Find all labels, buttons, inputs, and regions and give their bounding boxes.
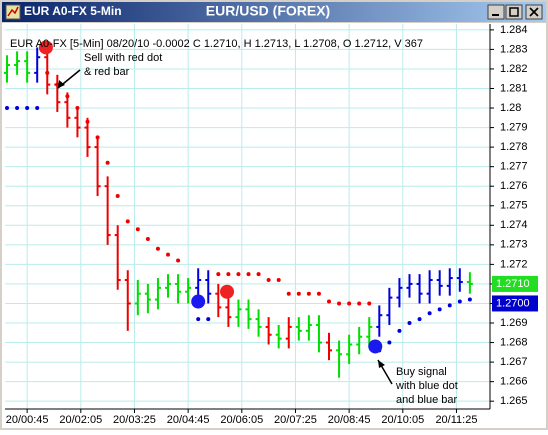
y-tick-label: 1.272: [500, 258, 528, 270]
stop-dot: [256, 272, 261, 277]
stop-dot: [196, 317, 201, 322]
annotation: Sell with red dot: [84, 52, 162, 64]
y-tick-label: 1.267: [500, 356, 528, 368]
window-buttons: [487, 4, 543, 20]
stop-dot: [296, 291, 301, 296]
y-tick-label: 1.274: [500, 219, 528, 231]
stop-dot: [467, 297, 472, 302]
y-tick-label: 1.284: [500, 24, 528, 36]
stop-dot: [246, 272, 251, 277]
stop-dot: [236, 272, 241, 277]
y-tick-label: 1.278: [500, 141, 528, 153]
signal-dot: [220, 284, 235, 299]
stop-dot: [85, 119, 90, 124]
stop-dot: [417, 317, 422, 322]
title-bar: [2, 2, 546, 22]
stop-dot: [447, 303, 452, 308]
signal-dot: [191, 294, 206, 309]
stop-dot: [75, 106, 80, 111]
stop-dot: [427, 311, 432, 316]
stop-dot: [45, 70, 50, 75]
stop-dot: [155, 246, 160, 251]
signal-dot: [368, 339, 383, 354]
y-tick-label: 1.283: [500, 43, 528, 55]
stop-dot: [35, 106, 40, 111]
y-tick-label: 1.276: [500, 180, 528, 192]
annotation: & red bar: [84, 66, 130, 78]
x-tick-label: 20/00:45: [6, 414, 49, 426]
stop-dot: [95, 135, 100, 140]
x-tick-label: 20/04:45: [167, 414, 210, 426]
stop-dot: [226, 272, 231, 277]
last-price-label: 1.2710: [496, 278, 530, 290]
x-tick-label: 20/10:05: [381, 414, 424, 426]
minimize-button[interactable]: [487, 4, 505, 20]
y-tick-label: 1.282: [500, 63, 528, 75]
stop-dot: [115, 193, 120, 198]
stop-dot: [437, 307, 442, 312]
y-tick-label: 1.277: [500, 161, 528, 173]
y-tick-label: 1.273: [500, 239, 528, 251]
y-tick-label: 1.279: [500, 121, 528, 133]
stop-dot: [15, 106, 20, 111]
chart-subtitle: EUR A0-FX [5-Min] 08/20/10 -0.0002 C 1.2…: [10, 38, 423, 50]
window-icon-line: [7, 6, 19, 17]
x-tick-label: 20/11:25: [435, 414, 477, 426]
stop-dot: [166, 252, 171, 257]
stop-dot: [266, 278, 271, 283]
stop-dot: [397, 328, 402, 333]
y-tick-label: 1.275: [500, 200, 528, 212]
stop-dot: [286, 291, 291, 296]
x-tick-label: 20/02:05: [59, 414, 102, 426]
stop-dot: [347, 301, 352, 306]
stop-dot: [387, 340, 392, 345]
buy-arrowhead: [378, 360, 385, 368]
last-price-label: 1.2700: [496, 297, 530, 309]
sell-arrowhead: [58, 80, 65, 88]
stop-dot: [145, 236, 150, 241]
x-tick-label: 20/03:25: [113, 414, 156, 426]
y-tick-label: 1.265: [500, 395, 528, 407]
stop-dot: [357, 301, 362, 306]
maximize-button[interactable]: [505, 4, 523, 20]
y-tick-label: 1.268: [500, 336, 528, 348]
window-title: EUR A0-FX 5-Min: [24, 4, 122, 18]
annotation: Buy signal: [396, 366, 447, 378]
stop-dot: [316, 291, 321, 296]
stop-dot: [176, 258, 181, 263]
stop-dot: [65, 94, 70, 99]
stop-dot: [337, 301, 342, 306]
y-tick-label: 1.281: [500, 82, 528, 94]
stop-dot: [367, 301, 372, 306]
signal-dot: [38, 40, 53, 55]
maximize-icon: [509, 7, 519, 17]
stop-dot: [105, 160, 110, 165]
x-tick-label: 20/07:25: [274, 414, 317, 426]
stop-dot: [25, 106, 30, 111]
chart-title: EUR/USD (FOREX): [206, 3, 330, 19]
stop-dot: [216, 272, 221, 277]
y-tick-label: 1.269: [500, 317, 528, 329]
y-tick-label: 1.28: [500, 102, 521, 114]
stop-dot: [5, 106, 10, 111]
stop-dot: [327, 299, 332, 304]
close-icon: [529, 7, 539, 17]
y-tick-label: 1.266: [500, 376, 528, 388]
stop-dot: [125, 219, 130, 224]
annotation: with blue dot: [395, 380, 458, 392]
annotation: and blue bar: [396, 394, 457, 406]
stop-dot: [407, 321, 412, 326]
stop-dot: [135, 227, 140, 232]
x-tick-label: 20/08:45: [328, 414, 371, 426]
last-price-box: [492, 275, 538, 292]
x-tick-label: 20/06:05: [220, 414, 263, 426]
stop-dot: [206, 317, 211, 322]
stop-dot: [306, 291, 311, 296]
stop-dot: [457, 299, 462, 304]
last-price-box: [492, 295, 538, 312]
stop-dot: [276, 278, 281, 283]
